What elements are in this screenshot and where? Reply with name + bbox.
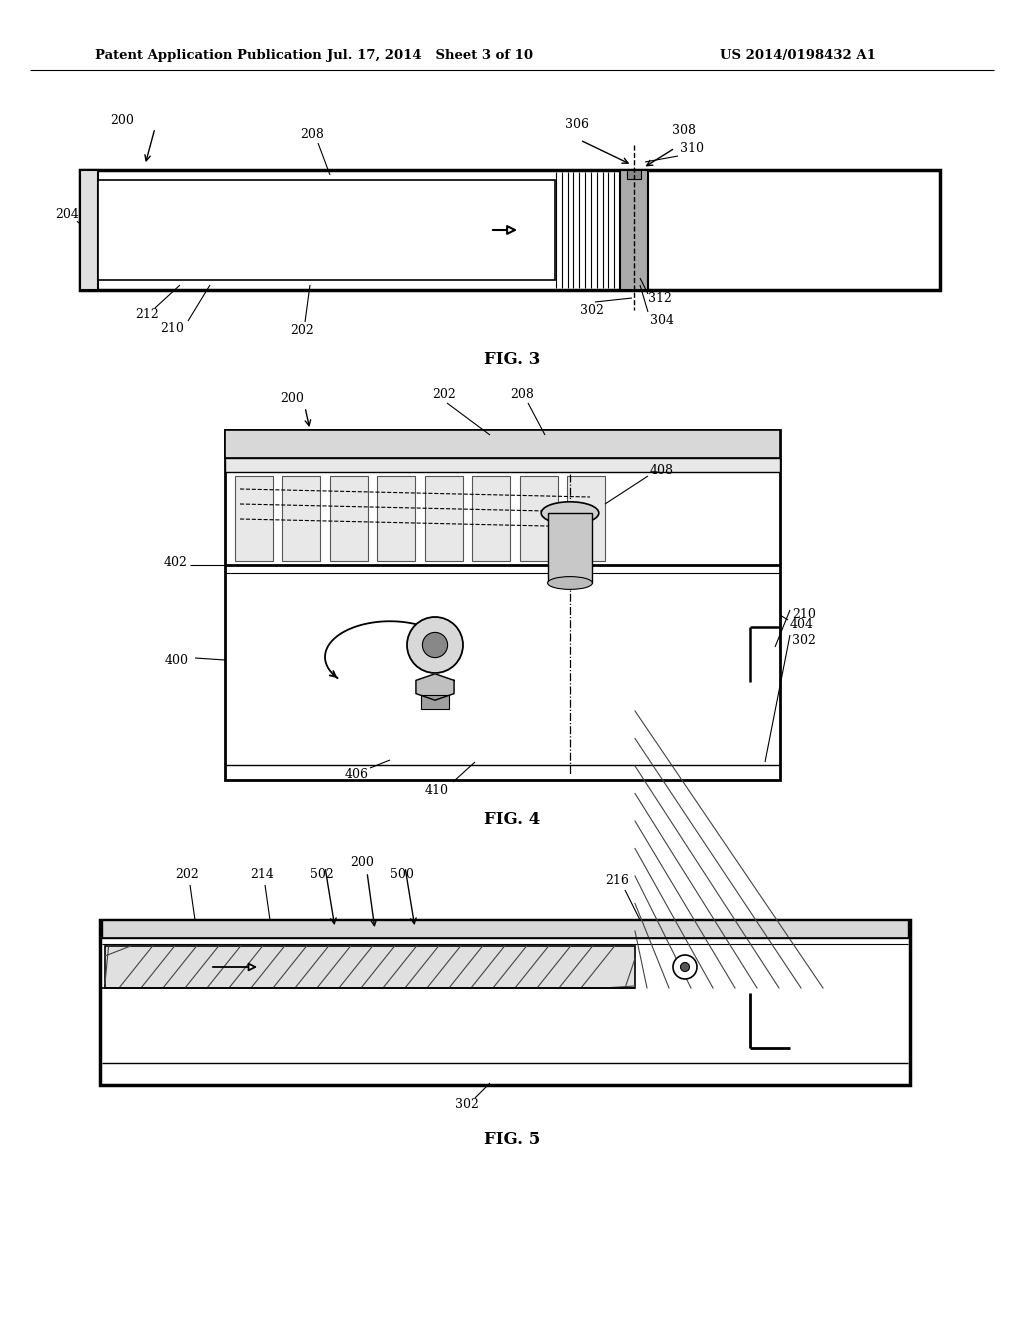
Text: 302: 302 <box>455 1098 479 1111</box>
Text: 200: 200 <box>280 392 304 404</box>
Text: 212: 212 <box>135 309 159 322</box>
Bar <box>225 430 780 458</box>
Bar <box>234 477 272 561</box>
Text: 410: 410 <box>425 784 449 796</box>
Ellipse shape <box>548 577 593 590</box>
Bar <box>472 477 510 561</box>
Bar <box>567 477 605 561</box>
Text: FIG. 3: FIG. 3 <box>483 351 541 368</box>
Ellipse shape <box>523 477 554 488</box>
Text: 304: 304 <box>650 314 674 326</box>
Bar <box>421 696 449 709</box>
Text: 404: 404 <box>790 619 814 631</box>
Text: 312: 312 <box>648 292 672 305</box>
Bar <box>80 170 940 290</box>
Ellipse shape <box>239 477 269 488</box>
Bar <box>98 180 555 280</box>
Text: 400: 400 <box>165 653 189 667</box>
Text: 200: 200 <box>110 114 134 127</box>
Ellipse shape <box>571 477 601 488</box>
Text: FIG. 4: FIG. 4 <box>484 812 540 829</box>
Ellipse shape <box>286 477 316 488</box>
Text: 202: 202 <box>432 388 456 401</box>
Text: 210: 210 <box>160 322 184 334</box>
Text: Patent Application Publication: Patent Application Publication <box>95 49 322 62</box>
Text: 406: 406 <box>345 768 369 781</box>
Bar <box>102 920 908 939</box>
Text: 200: 200 <box>350 857 374 870</box>
Bar <box>225 430 780 780</box>
Bar <box>620 170 648 290</box>
Text: 216: 216 <box>605 874 629 887</box>
Text: 306: 306 <box>565 119 589 132</box>
Text: 408: 408 <box>650 463 674 477</box>
Text: 500: 500 <box>390 869 414 882</box>
Text: US 2014/0198432 A1: US 2014/0198432 A1 <box>720 49 876 62</box>
Text: 208: 208 <box>300 128 324 141</box>
Ellipse shape <box>334 477 364 488</box>
Bar <box>100 920 910 1085</box>
Text: 502: 502 <box>310 869 334 882</box>
Polygon shape <box>416 673 454 700</box>
Circle shape <box>422 632 447 657</box>
Ellipse shape <box>429 477 459 488</box>
Text: 204: 204 <box>55 209 79 222</box>
Circle shape <box>681 962 689 972</box>
Text: 310: 310 <box>680 141 705 154</box>
Text: Jul. 17, 2014   Sheet 3 of 10: Jul. 17, 2014 Sheet 3 of 10 <box>327 49 534 62</box>
Bar <box>283 477 321 561</box>
Ellipse shape <box>542 502 599 524</box>
Bar <box>377 477 416 561</box>
Bar <box>520 477 558 561</box>
Bar <box>548 513 593 583</box>
Text: 402: 402 <box>164 556 188 569</box>
Text: 210: 210 <box>792 609 816 622</box>
Text: 202: 202 <box>175 869 199 882</box>
Bar <box>80 170 98 290</box>
Ellipse shape <box>476 477 507 488</box>
Text: 208: 208 <box>510 388 534 401</box>
Text: 302: 302 <box>580 304 604 317</box>
Text: 308: 308 <box>672 124 696 136</box>
Ellipse shape <box>381 477 412 488</box>
Text: 214: 214 <box>250 869 273 882</box>
Bar <box>105 946 635 987</box>
Text: 302: 302 <box>792 634 816 647</box>
Text: 202: 202 <box>290 323 313 337</box>
Bar <box>627 170 641 180</box>
Circle shape <box>407 616 463 673</box>
Bar <box>330 477 368 561</box>
Text: FIG. 5: FIG. 5 <box>484 1131 540 1148</box>
Bar <box>425 477 463 561</box>
Circle shape <box>673 954 697 979</box>
Bar <box>225 458 780 473</box>
